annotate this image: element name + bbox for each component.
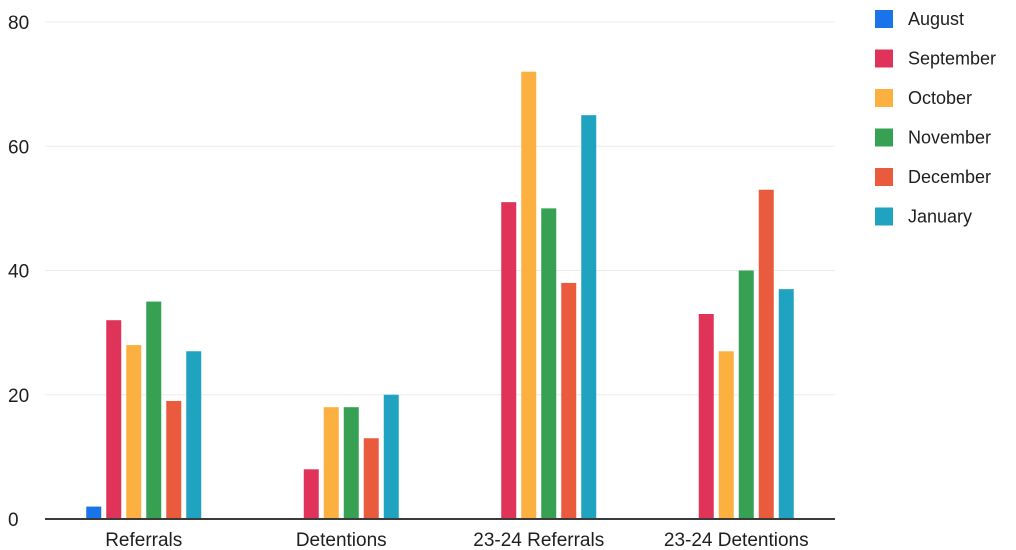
bar-december-1 xyxy=(363,438,379,519)
bar-november-2 xyxy=(541,208,557,519)
legend-label: October xyxy=(908,88,972,108)
bar-october-0 xyxy=(126,345,142,519)
legend-label: January xyxy=(908,207,972,227)
bar-october-1 xyxy=(323,407,339,519)
legend-label: November xyxy=(908,128,991,148)
bar-january-1 xyxy=(383,394,399,519)
x-category-label: 23-24 Detentions xyxy=(664,530,809,550)
bar-december-0 xyxy=(166,400,182,519)
legend-swatch xyxy=(875,89,893,107)
bar-september-1 xyxy=(303,469,319,519)
y-tick-label: 80 xyxy=(8,13,29,34)
bar-january-2 xyxy=(581,115,597,519)
y-tick-label: 40 xyxy=(8,262,29,283)
gridlines xyxy=(45,21,835,396)
bar-september-0 xyxy=(106,320,122,519)
x-category-label: 23-24 Referrals xyxy=(473,530,604,550)
y-tick-label: 60 xyxy=(8,137,29,158)
legend-label: December xyxy=(908,167,991,187)
bar-december-3 xyxy=(758,189,774,520)
y-tick-label: 0 xyxy=(8,510,19,531)
legend-swatch xyxy=(875,49,893,68)
x-category-label: Detentions xyxy=(296,530,387,550)
bar-november-0 xyxy=(146,301,162,519)
legend-swatch xyxy=(875,128,893,147)
y-axis-ticks: 0 20 40 60 80 xyxy=(8,13,29,531)
bar-november-3 xyxy=(738,270,754,519)
bar-september-2 xyxy=(501,202,517,519)
legend-swatch xyxy=(875,207,893,226)
bar-january-3 xyxy=(778,289,794,519)
legend-swatch xyxy=(875,10,893,28)
legend-label: September xyxy=(908,49,996,69)
bar-january-0 xyxy=(186,351,202,519)
bar-september-3 xyxy=(698,313,714,519)
y-tick-label: 20 xyxy=(8,386,29,407)
bar-december-2 xyxy=(561,282,577,519)
bar-october-3 xyxy=(718,351,734,519)
legend-label: August xyxy=(908,9,964,29)
bar-august-0 xyxy=(86,506,102,519)
bar-november-1 xyxy=(343,407,359,519)
bar-october-2 xyxy=(521,71,537,519)
legend: August September October November December Ja… xyxy=(875,9,996,227)
category-labels: Referrals Detentions 23-24 Referrals 23-24 … xyxy=(105,530,808,550)
x-category-label: Referrals xyxy=(105,530,182,550)
legend-swatch xyxy=(875,168,893,186)
bars xyxy=(86,71,794,520)
